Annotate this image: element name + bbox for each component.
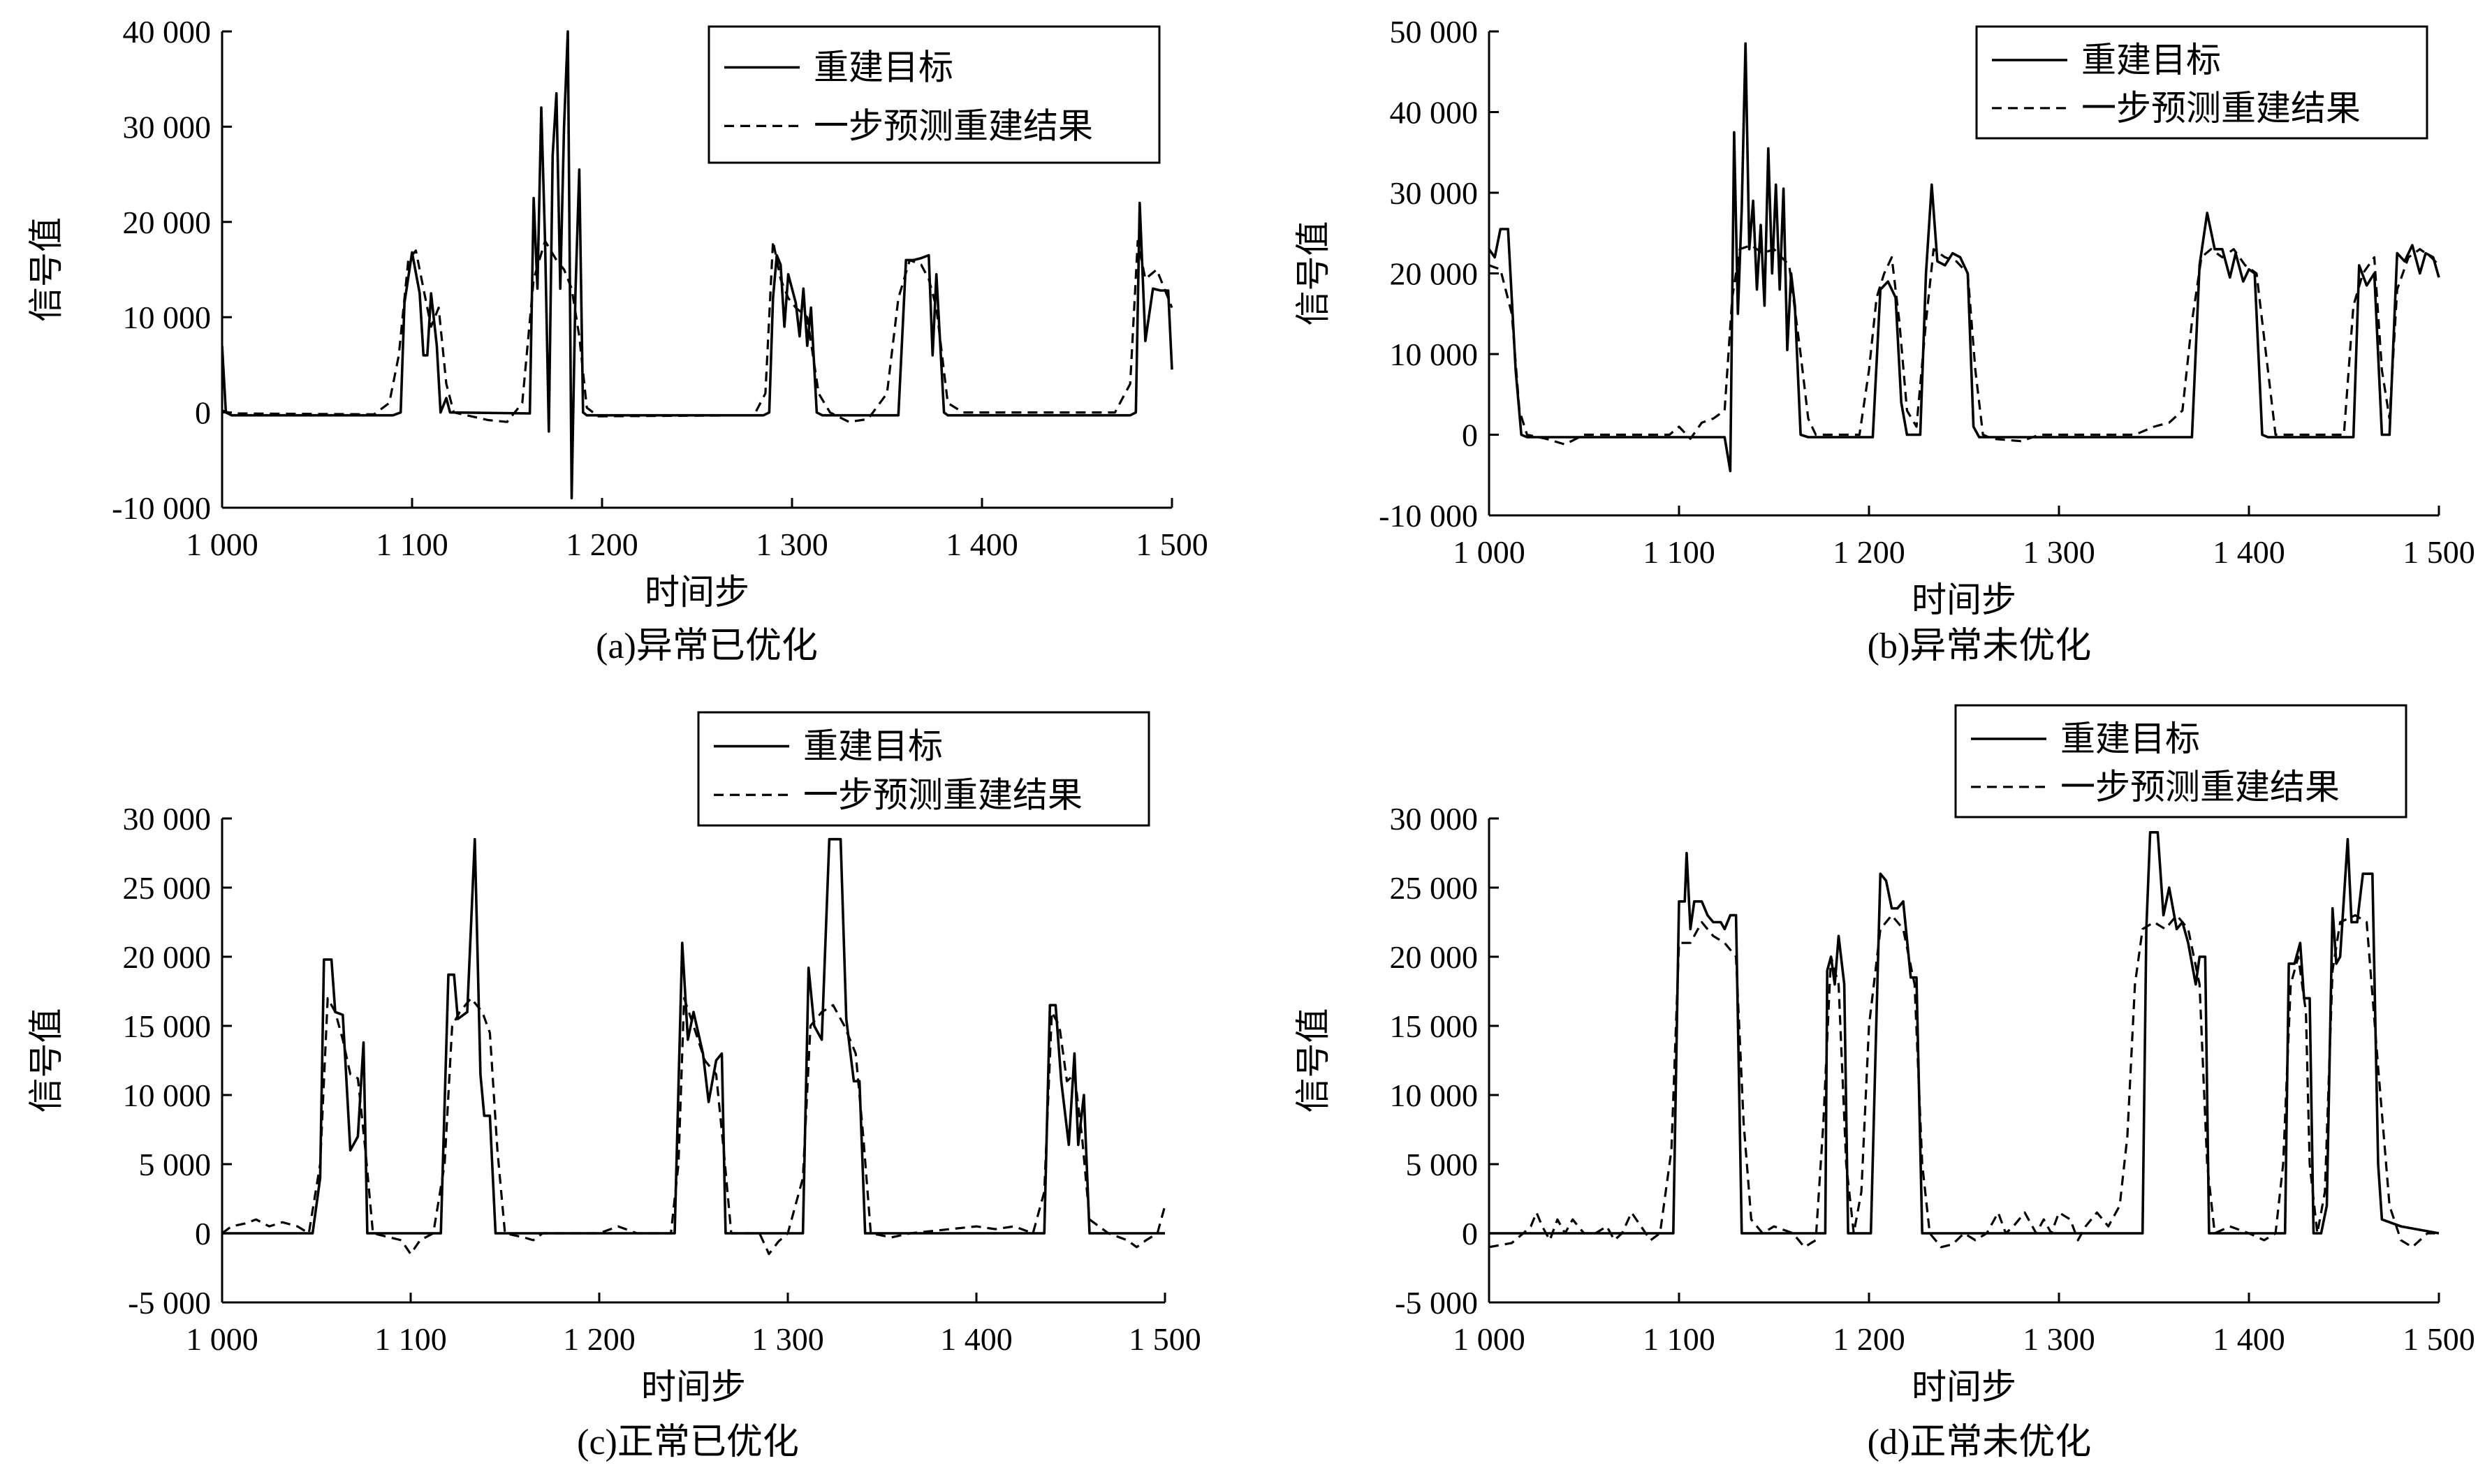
y-tick-label: 20 000 — [1390, 256, 1479, 292]
y-tick-label: 0 — [1462, 418, 1478, 453]
x-tick-label: 1 300 — [756, 527, 828, 562]
legend-box — [708, 25, 1161, 164]
y-tick-label: 30 000 — [1390, 175, 1479, 211]
y-tick-label: 5 000 — [1406, 1147, 1479, 1182]
y-tick-label: 0 — [195, 1216, 211, 1251]
x-tick-label: 1 400 — [940, 1321, 1013, 1357]
series-line-target — [1489, 831, 2440, 1235]
x-axis-label: 时间步 — [641, 1367, 746, 1406]
legend-label-target: 重建目标 — [814, 48, 953, 87]
y-tick-label: 30 000 — [123, 109, 212, 145]
x-axis-label: 时间步 — [1912, 1367, 2016, 1406]
x-tick-label: 1 200 — [1833, 1321, 1905, 1357]
y-tick-label: 10 000 — [1390, 1078, 1479, 1113]
y-tick-label: 25 000 — [1390, 870, 1479, 906]
y-tick-label: 0 — [195, 395, 211, 431]
y-tick-label: 10 000 — [123, 300, 212, 335]
legend-label-prediction: 一步预测重建结果 — [2060, 767, 2340, 807]
y-axis-label: 信号值 — [1293, 1008, 1333, 1113]
y-tick-label: -5 000 — [128, 1285, 211, 1321]
x-tick-label: 1 400 — [2213, 534, 2285, 570]
x-tick-label: 1 000 — [1453, 534, 1525, 570]
legend-label-prediction: 一步预测重建结果 — [2081, 89, 2361, 128]
y-tick-label: 20 000 — [1390, 939, 1479, 975]
x-tick-label: 1 300 — [752, 1321, 824, 1357]
x-tick-label: 1 000 — [1453, 1321, 1525, 1357]
x-tick-label: 1 500 — [2403, 534, 2475, 570]
series-line-prediction — [1489, 244, 2440, 446]
x-tick-label: 1 100 — [376, 527, 448, 562]
x-tick-label: 1 200 — [563, 1321, 636, 1357]
x-tick-label: 1 400 — [946, 527, 1018, 562]
x-tick-label: 1 300 — [2023, 1321, 2095, 1357]
y-tick-label: 15 000 — [123, 1008, 212, 1044]
legend-box — [1975, 25, 2428, 140]
y-tick-label: 5 000 — [139, 1147, 212, 1182]
panel-caption: (c)正常已优化 — [577, 1423, 799, 1462]
chart-panel-a: -10 000 0 10 000 20 000 30 000 40 000 1 000 1 1… — [27, 14, 1208, 666]
x-tick-label: 1 500 — [2403, 1321, 2475, 1357]
y-tick-label: -10 000 — [112, 490, 211, 526]
chart-panel-d: -5 000 0 5 000 10 000 15 000 20 000 25 000 30 0… — [1293, 704, 2475, 1462]
y-tick-label: 25 000 — [123, 870, 212, 906]
x-tick-label: 1 400 — [2213, 1321, 2285, 1357]
legend-label-target: 重建目标 — [803, 727, 943, 766]
x-tick-label: 1 200 — [1833, 534, 1905, 570]
x-tick-label: 1 100 — [374, 1321, 447, 1357]
x-tick-label: 1 000 — [186, 1321, 258, 1357]
y-axis-label: 信号值 — [1293, 221, 1333, 326]
x-tick-label: 1 100 — [1643, 534, 1715, 570]
legend-label-prediction: 一步预测重建结果 — [803, 775, 1083, 814]
y-tick-label: -5 000 — [1395, 1285, 1478, 1321]
series-line-prediction — [1489, 914, 2439, 1249]
y-tick-label: 15 000 — [1390, 1008, 1479, 1044]
y-axis-label: 信号值 — [27, 217, 66, 322]
y-tick-label: 0 — [1462, 1216, 1478, 1251]
panel-caption: (b)异常未优化 — [1868, 626, 2092, 666]
series-line-prediction — [222, 997, 1166, 1256]
y-tick-label: 50 000 — [1390, 14, 1479, 50]
y-tick-label: 30 000 — [123, 801, 212, 837]
y-tick-label: -10 000 — [1379, 498, 1478, 534]
series-line-target — [222, 837, 1165, 1235]
legend-box — [1954, 704, 2407, 818]
y-tick-label: 10 000 — [1390, 337, 1479, 372]
y-axis-label: 信号值 — [27, 1008, 66, 1113]
y-tick-label: 10 000 — [123, 1078, 212, 1113]
chart-panel-b: -10 000 0 10 000 20 000 30 000 40 000 50 000 1 … — [1293, 14, 2475, 666]
y-tick-label: 40 000 — [123, 14, 212, 50]
legend-label-prediction: 一步预测重建结果 — [814, 106, 1093, 145]
series-line-prediction — [222, 240, 1173, 423]
panel-caption: (a)异常已优化 — [596, 626, 818, 666]
y-tick-label: 20 000 — [123, 939, 212, 975]
panel-caption: (d)正常未优化 — [1868, 1423, 2092, 1462]
x-tick-label: 1 500 — [1129, 1321, 1201, 1357]
y-tick-label: 20 000 — [123, 205, 212, 240]
y-tick-label: 30 000 — [1390, 801, 1479, 837]
series-line-target — [1489, 42, 2440, 473]
x-tick-label: 1 100 — [1643, 1321, 1715, 1357]
legend-box — [697, 711, 1150, 827]
chart-panel-c: -5 000 0 5 000 10 000 15 000 20 000 25 000 30 0… — [27, 711, 1201, 1462]
x-axis-label: 时间步 — [1912, 580, 2016, 619]
legend-label-target: 重建目标 — [2081, 41, 2221, 80]
y-tick-label: 40 000 — [1390, 95, 1479, 131]
x-tick-label: 1 200 — [566, 527, 638, 562]
x-tick-label: 1 300 — [2023, 534, 2095, 570]
legend-label-target: 重建目标 — [2060, 719, 2200, 758]
x-tick-label: 1 000 — [186, 527, 258, 562]
x-axis-label: 时间步 — [645, 573, 749, 612]
x-tick-label: 1 500 — [1136, 527, 1208, 562]
